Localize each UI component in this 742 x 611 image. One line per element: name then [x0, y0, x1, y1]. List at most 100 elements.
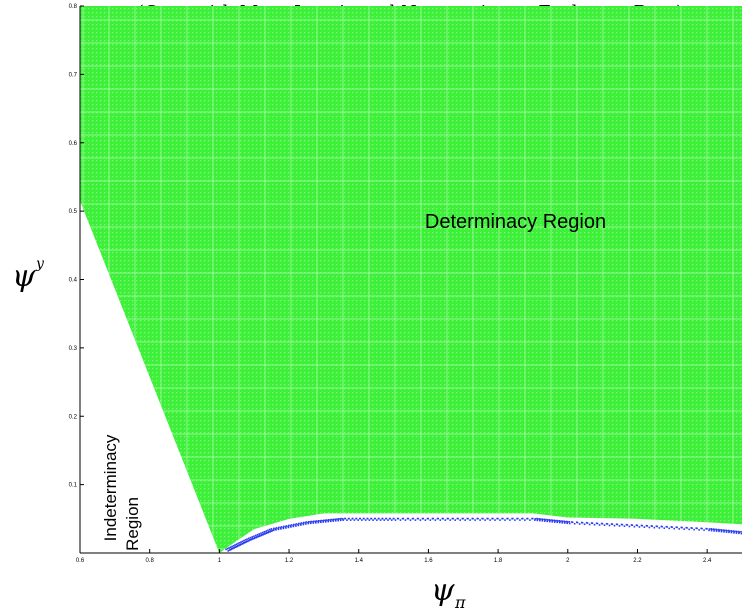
band-point: [315, 520, 318, 522]
y-tick-label: 0.5: [69, 209, 78, 215]
y-tick-label: 0.3: [69, 346, 78, 352]
y-axis-subscript: y: [35, 256, 45, 272]
band-point: [541, 518, 544, 521]
band-point: [591, 522, 594, 525]
band-point: [236, 545, 238, 548]
band-point: [613, 524, 616, 527]
band-point: [300, 522, 303, 524]
band-point: [230, 548, 233, 551]
band-point: [683, 528, 685, 530]
band-point: [554, 520, 556, 522]
band-point: [556, 521, 559, 524]
band-point: [397, 517, 400, 520]
band-point: [407, 517, 410, 520]
band-point: [260, 532, 262, 535]
band-point: [383, 519, 386, 521]
band-point: [553, 521, 556, 523]
band-point: [728, 531, 730, 534]
band-point: [247, 537, 250, 540]
band-point: [270, 528, 273, 530]
band-point: [608, 524, 611, 527]
y-tick-label: 0.8: [69, 4, 78, 10]
band-point: [726, 530, 728, 532]
band-point: [265, 530, 268, 532]
band-point: [561, 520, 564, 523]
band-point: [310, 522, 312, 525]
band-point: [241, 540, 244, 543]
band-point: [596, 522, 599, 525]
band-point: [258, 535, 261, 538]
band-point: [492, 517, 494, 520]
indeterminacy-label-line2: Region: [123, 497, 142, 551]
band-point: [499, 519, 501, 521]
band-point: [353, 519, 356, 521]
band-point: [439, 519, 442, 521]
band-point: [288, 524, 290, 527]
band-point: [317, 520, 320, 522]
band-point: [681, 526, 683, 529]
band-point: [317, 521, 320, 524]
band-point: [731, 530, 733, 533]
band-point: [548, 520, 551, 523]
band-point: [368, 519, 371, 521]
band-point: [299, 523, 302, 525]
band-point: [653, 526, 656, 529]
band-point: [578, 523, 581, 525]
band-point: [556, 520, 559, 522]
band-point: [740, 532, 742, 535]
band-point: [546, 520, 549, 523]
band-point: [444, 519, 447, 521]
band-point: [302, 523, 305, 526]
band-point: [327, 519, 330, 521]
band-point: [295, 523, 298, 525]
indeterminacy-region-label: Indeterminacy Region: [101, 434, 142, 551]
x-axis-label: ψ π: [431, 573, 466, 611]
boundary-band: [225, 517, 742, 552]
band-point: [267, 531, 270, 534]
band-point: [370, 517, 372, 520]
band-point: [598, 524, 601, 526]
band-point: [628, 525, 631, 528]
band-point: [346, 519, 348, 521]
band-point: [253, 537, 256, 540]
band-point: [267, 529, 269, 532]
band-point: [320, 519, 323, 522]
band-point: [297, 524, 300, 527]
band-point: [229, 546, 232, 548]
band-point: [293, 523, 295, 526]
band-point: [691, 527, 693, 529]
band-point: [454, 519, 457, 521]
band-point: [713, 530, 715, 532]
band-point: [601, 522, 604, 525]
x-tick-label: 1.4: [355, 558, 364, 564]
band-point: [534, 519, 536, 521]
band-point: [334, 520, 337, 522]
band-point: [347, 517, 350, 520]
band-point: [320, 521, 322, 524]
band-point: [340, 517, 342, 520]
band-point: [251, 538, 254, 540]
band-point: [275, 529, 277, 531]
band-point: [733, 530, 736, 533]
band-point: [482, 517, 484, 520]
band-point: [246, 538, 248, 540]
band-point: [711, 528, 713, 531]
indeterminacy-label-line1: Indeterminacy: [101, 434, 120, 541]
band-point: [282, 527, 285, 530]
x-tick-label: 2.2: [633, 558, 642, 564]
x-tick-label: 2: [566, 558, 570, 564]
band-point: [668, 527, 671, 530]
band-point: [736, 530, 738, 533]
band-point: [725, 531, 728, 533]
band-point: [641, 524, 644, 527]
band-point: [618, 525, 621, 527]
band-point: [558, 521, 561, 524]
band-point: [284, 526, 287, 528]
band-point: [720, 530, 723, 533]
band-point: [361, 519, 363, 521]
band-point: [643, 526, 646, 528]
band-point: [287, 526, 290, 529]
band-point: [244, 539, 247, 541]
band-point: [235, 543, 238, 546]
band-point: [740, 530, 742, 533]
